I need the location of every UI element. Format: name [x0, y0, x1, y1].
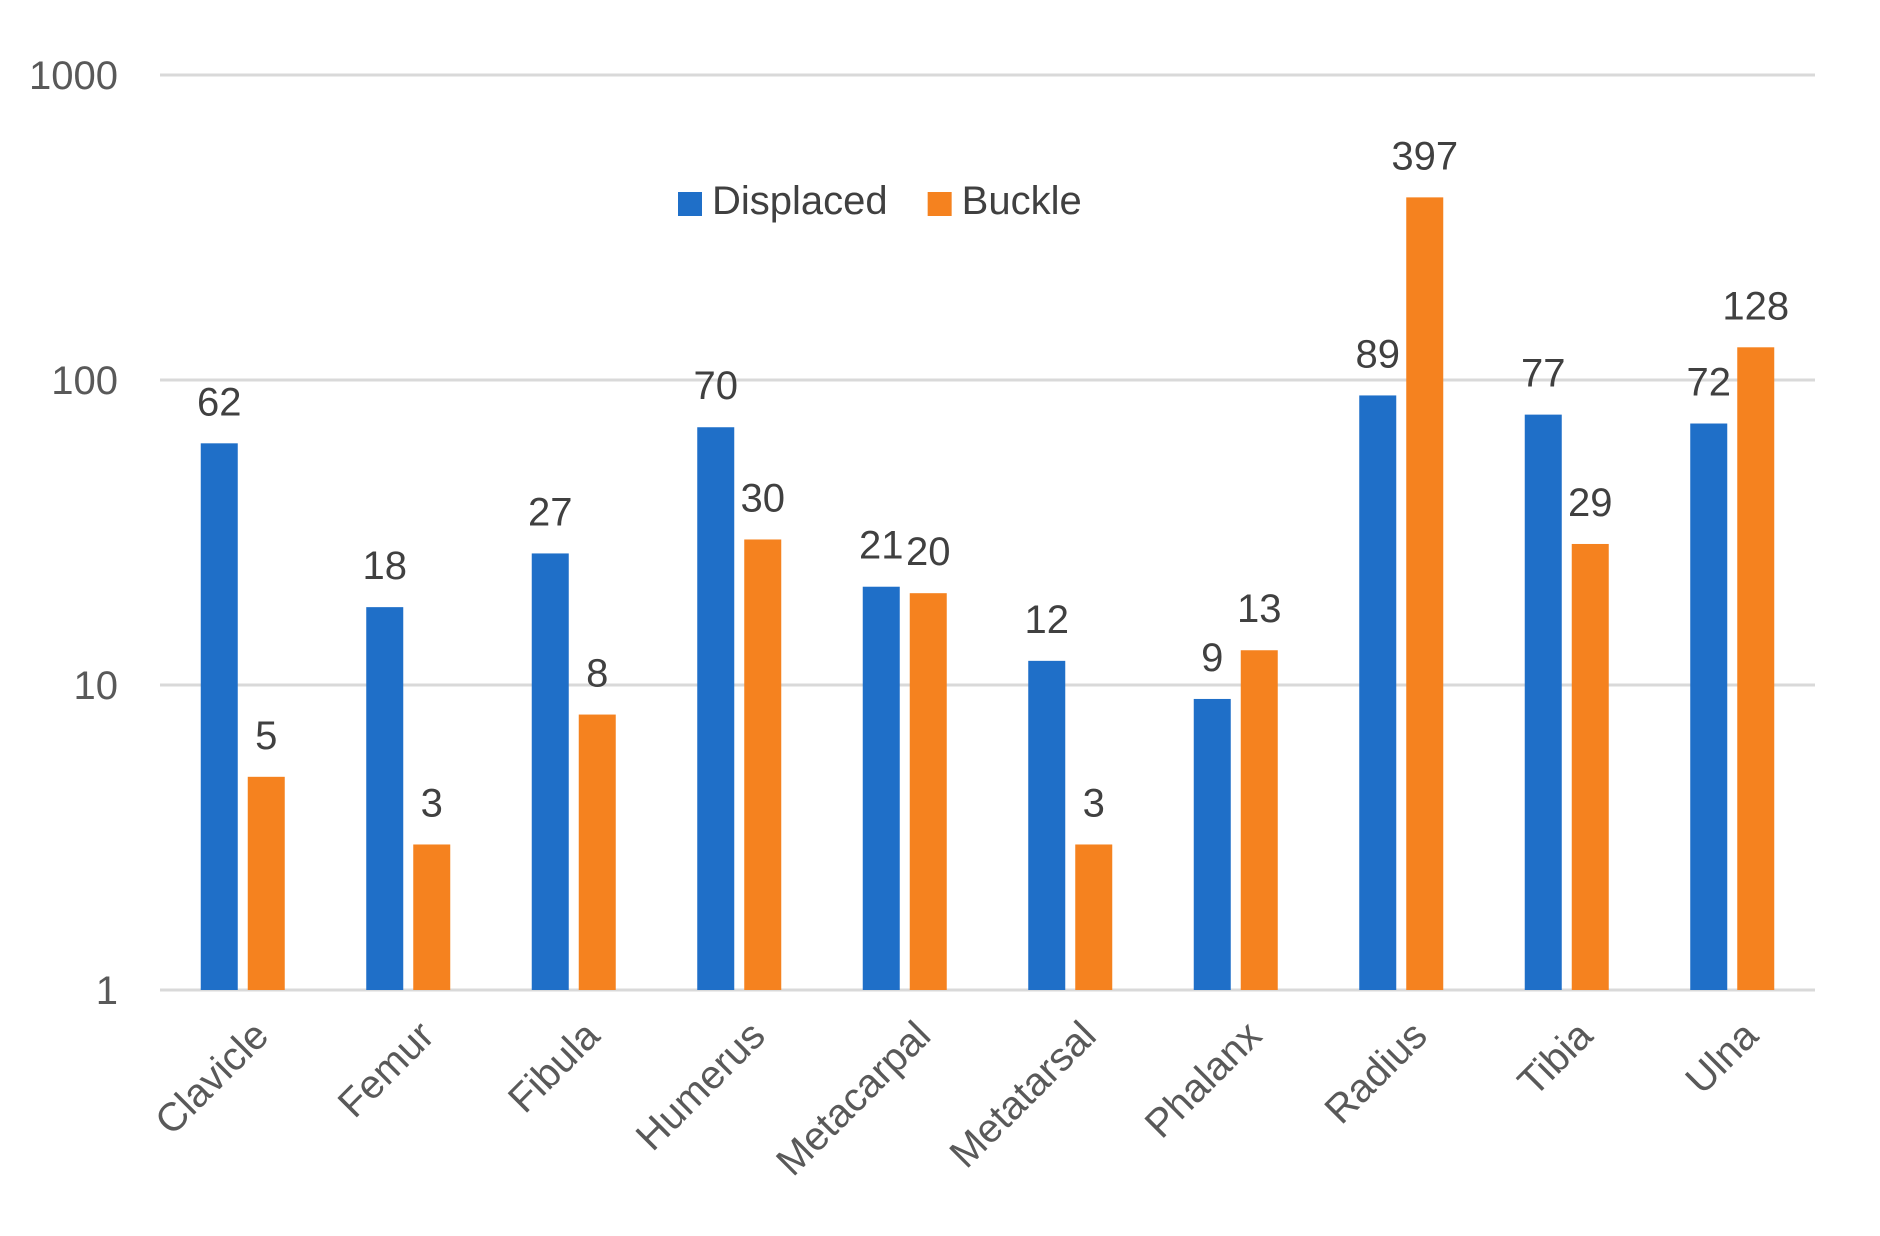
x-tick-label-metacarpal: Metacarpal: [768, 1013, 939, 1184]
data-label-displaced-fibula: 27: [528, 490, 573, 534]
data-labels: 62 5 18 3 27 8 70 30 21 20 12 3 9 13 89 397 77 29 72 128: [197, 134, 1789, 825]
bar-buckle-fibula: [578, 714, 616, 990]
data-label-buckle-phalanx: 13: [1237, 587, 1282, 631]
y-tick-label-1000: 1000: [29, 54, 118, 98]
data-label-buckle-clavicle: 5: [255, 714, 277, 758]
y-tick-label-100: 100: [51, 359, 118, 403]
x-tick-label-femur: Femur: [330, 1013, 443, 1126]
bar-displaced-fibula: [531, 553, 569, 990]
data-label-buckle-fibula: 8: [586, 652, 608, 696]
x-tick-label-ulna: Ulna: [1677, 1013, 1767, 1103]
data-label-buckle-ulna: 128: [1722, 284, 1789, 328]
bar-displaced-clavicle: [200, 443, 238, 990]
x-tick-label-fibula: Fibula: [500, 1013, 609, 1122]
y-tick-label-1: 1: [96, 969, 118, 1013]
bar-buckle-femur: [413, 844, 451, 990]
y-tick-label-10: 10: [74, 664, 119, 708]
legend-swatch-buckle: [927, 192, 952, 216]
bar-buckle-humerus: [744, 539, 782, 990]
x-tick-label-phalanx: Phalanx: [1137, 1013, 1270, 1146]
bar-displaced-ulna: [1690, 423, 1728, 991]
data-label-buckle-radius: 397: [1391, 134, 1458, 178]
x-tick-label-clavicle: Clavicle: [147, 1013, 277, 1143]
bar-buckle-phalanx: [1240, 650, 1278, 990]
x-tick-label-tibia: Tibia: [1510, 1013, 1602, 1105]
bar-displaced-metacarpal: [862, 586, 900, 990]
bar-buckle-tibia: [1571, 543, 1609, 990]
bar-buckle-clavicle: [247, 776, 285, 990]
data-label-displaced-clavicle: 62: [197, 380, 242, 424]
legend-swatch-displaced: [678, 192, 702, 216]
data-label-buckle-metatarsal: 3: [1083, 781, 1105, 825]
bars: [200, 197, 1775, 991]
data-label-buckle-metacarpal: 20: [906, 530, 951, 574]
data-label-displaced-humerus: 70: [694, 364, 739, 408]
bar-buckle-metacarpal: [909, 593, 947, 990]
data-label-buckle-tibia: 29: [1568, 481, 1613, 525]
data-label-displaced-ulna: 72: [1687, 361, 1732, 405]
x-tick-label-humerus: Humerus: [628, 1013, 774, 1159]
x-tick-label-metatarsal: Metatarsal: [941, 1013, 1104, 1176]
data-label-displaced-femur: 18: [363, 544, 408, 588]
bar-displaced-humerus: [697, 427, 735, 990]
bar-displaced-femur: [366, 607, 404, 990]
bar-displaced-phalanx: [1193, 698, 1231, 990]
legend: Displaced Buckle: [678, 179, 1082, 223]
bar-displaced-radius: [1359, 395, 1397, 990]
x-tick-label-radius: Radius: [1316, 1013, 1435, 1132]
data-label-displaced-metacarpal: 21: [859, 524, 904, 568]
legend-label-buckle: Buckle: [962, 179, 1082, 223]
bar-buckle-radius: [1406, 197, 1444, 990]
bar-buckle-ulna: [1737, 347, 1775, 990]
bar-buckle-metatarsal: [1075, 844, 1113, 990]
data-label-displaced-metatarsal: 12: [1025, 598, 1070, 642]
data-label-displaced-radius: 89: [1356, 332, 1401, 376]
bar-displaced-tibia: [1524, 414, 1562, 990]
legend-label-displaced: Displaced: [712, 179, 888, 223]
y-axis-ticks: 1 10 100 1000: [29, 54, 118, 1013]
data-label-buckle-humerus: 30: [741, 476, 786, 520]
bar-displaced-metatarsal: [1028, 660, 1066, 990]
data-label-displaced-phalanx: 9: [1201, 636, 1223, 680]
data-label-buckle-femur: 3: [421, 781, 443, 825]
data-label-displaced-tibia: 77: [1521, 352, 1566, 396]
